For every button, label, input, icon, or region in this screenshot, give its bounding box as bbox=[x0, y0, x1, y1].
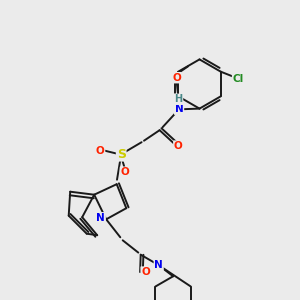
Text: O: O bbox=[96, 146, 105, 156]
Text: H: H bbox=[174, 94, 183, 104]
Text: N: N bbox=[154, 260, 163, 270]
Text: N: N bbox=[175, 104, 184, 114]
Text: O: O bbox=[172, 73, 181, 83]
Text: O: O bbox=[174, 141, 183, 151]
Text: N: N bbox=[96, 213, 105, 223]
Text: S: S bbox=[117, 148, 126, 161]
Text: O: O bbox=[120, 167, 129, 177]
Text: Cl: Cl bbox=[232, 74, 244, 84]
Text: O: O bbox=[141, 267, 150, 277]
